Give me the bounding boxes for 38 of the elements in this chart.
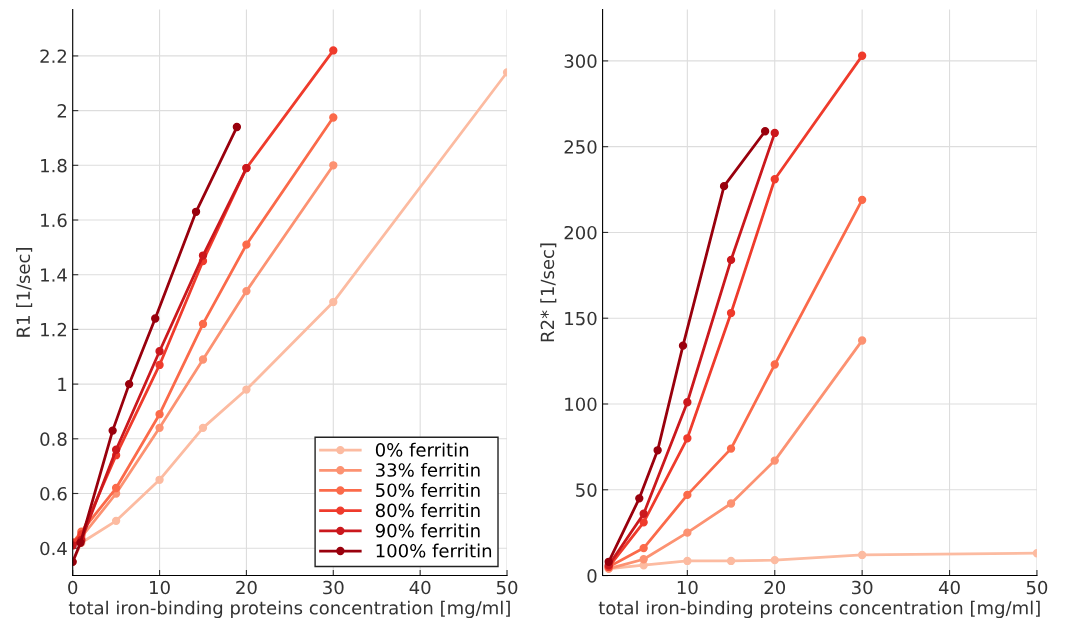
x-tick-label: 50 — [1026, 580, 1048, 595]
legend-label: 50% ferritin — [376, 483, 480, 498]
legend-label: 33% ferritin — [376, 462, 480, 477]
y-tick-label: 300 — [564, 54, 597, 69]
x-tick-label: 10 — [150, 580, 170, 595]
y-tick-label: 50 — [576, 483, 597, 497]
y-tick-label: 250 — [564, 140, 597, 154]
legend-label: 80% ferritin — [375, 503, 480, 518]
legend-label: 100% ferritin — [376, 543, 492, 558]
y-axis-title: R1 [1/sec] — [16, 248, 33, 337]
x-tick-label: 20 — [764, 580, 786, 595]
x-tick-label: 0 — [68, 580, 78, 595]
y-tick-label: 0 — [587, 568, 597, 583]
y-tick-label: 0.4 — [40, 541, 67, 556]
y-tick-label: 1.2 — [41, 322, 67, 337]
x-tick-label: 30 — [323, 580, 344, 595]
x-tick-label: 30 — [852, 580, 873, 595]
y-tick-label: 1.6 — [41, 213, 67, 228]
x-tick-label: 40 — [938, 580, 960, 595]
x-tick-label: 40 — [409, 580, 431, 595]
y-tick-label: 1 — [58, 377, 67, 391]
x-axis-title: total iron-binding proteins concentration [mg/ml] — [68, 600, 510, 619]
y-tick-label: 200 — [564, 225, 597, 240]
y-tick-label: 0.8 — [40, 432, 67, 446]
y-tick-label: 100 — [565, 397, 597, 412]
x-axis-title: total iron-binding proteins concentration [mg/ml] — [598, 600, 1040, 619]
y-tick-label: 150 — [565, 311, 597, 326]
x-tick-label: 10 — [677, 580, 698, 595]
y-tick-label: 0.6 — [40, 486, 67, 501]
legend-label: 90% ferritin — [375, 523, 480, 538]
legend-label: 0% ferritin — [375, 442, 469, 457]
x-tick-label: 20 — [236, 580, 257, 595]
y-tick-label: 2 — [57, 104, 67, 118]
y-tick-label: 1.8 — [41, 158, 67, 173]
y-tick-label: 2.2 — [40, 49, 67, 63]
x-tick-label: 50 — [496, 580, 518, 595]
y-tick-label: 1.4 — [41, 268, 67, 282]
y-axis-title: R2* [1/sec] — [540, 243, 557, 342]
